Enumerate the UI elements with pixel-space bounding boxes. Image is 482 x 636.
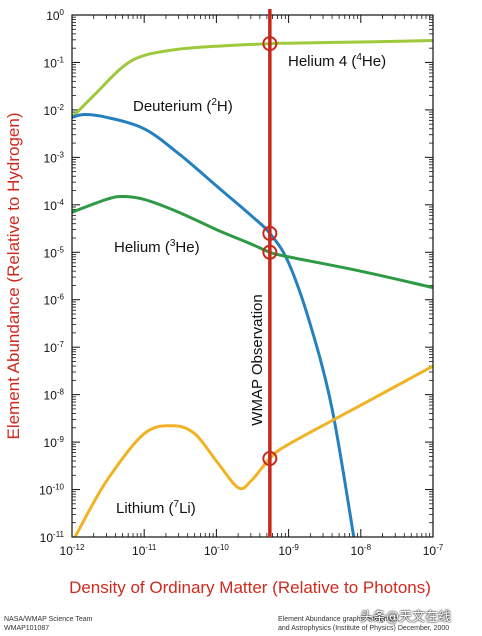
series-label-helium4: Helium 4 (4He): [288, 52, 386, 70]
x-tick-label: 10-11: [132, 543, 157, 558]
series-lithium7-line: [73, 364, 433, 537]
wmap-observation-label: WMAP Observation: [249, 294, 266, 425]
x-tick-label: 10-12: [60, 543, 85, 558]
series-lines: [72, 39, 433, 537]
credit-right: Element Abundance graphs: Steigman, and …: [278, 615, 449, 633]
y-tick-label: 10-8: [44, 388, 65, 403]
y-tick-label: 10-2: [44, 103, 65, 118]
y-tick-label: 10-6: [44, 293, 65, 308]
y-tick-label: 10-1: [44, 55, 65, 70]
plot-frame: [71, 14, 434, 538]
series-helium4-line: [72, 39, 433, 119]
x-tick-label: 10-9: [278, 543, 299, 558]
x-axis-title: Density of Ordinary Matter (Relative to …: [69, 578, 431, 597]
series-labels: Helium 4 (4He) Deuterium (2H) Helium (3He)…: [114, 52, 386, 517]
y-tick-label: 10-10: [39, 483, 64, 498]
y-tick-label: 10-3: [44, 150, 65, 165]
series-deuterium-line: [72, 113, 356, 537]
y-tick-labels: 100 10-1 10-2 10-3 10-4 10-5 10-6 10-7 10-8 10-9 1…: [39, 8, 64, 545]
y-tick-label: 10-4: [44, 198, 65, 213]
series-label-lithium7: Lithium (7Li): [116, 499, 196, 517]
series-label-helium3: Helium (3He): [114, 238, 200, 256]
x-tick-label: 10-8: [351, 543, 372, 558]
credit-left-line2: WMAP101087: [4, 625, 50, 632]
y-tick-label: 10-11: [40, 530, 65, 545]
wmap-observation: WMAP Observation: [249, 9, 278, 537]
y-tick-label: 100: [46, 8, 64, 23]
wmap-marker: [262, 225, 278, 241]
wmap-marker: [262, 451, 278, 467]
watermark: 头条@天文在线: [360, 610, 452, 625]
series-label-deuterium: Deuterium (2H): [133, 97, 233, 115]
x-tick-label: 10-7: [423, 543, 444, 558]
y-tick-label: 10-9: [44, 435, 65, 450]
tick-marks: [71, 14, 434, 538]
y-axis-title: Element Abundance (Relative to Hydrogen): [4, 113, 23, 440]
series-helium3-line: [72, 195, 433, 290]
credit-right-line1: Element Abundance graphs: Steigman,: [278, 616, 400, 623]
wmap-marker: [262, 36, 278, 52]
wmap-marker: [262, 244, 278, 260]
y-tick-label: 10-5: [44, 245, 65, 260]
credit-right-line2: and Astrophysics (Institute of Physics) …: [278, 625, 450, 632]
credit-left-line1: NASA/WMAP Science Team: [4, 616, 93, 623]
x-tick-labels: 10-12 10-11 10-10 10-9 10-8 10-7: [60, 543, 444, 558]
y-tick-label: 10-7: [44, 340, 65, 355]
credit-left: NASA/WMAP Science Team WMAP101087: [4, 615, 92, 633]
x-tick-label: 10-10: [204, 543, 229, 558]
